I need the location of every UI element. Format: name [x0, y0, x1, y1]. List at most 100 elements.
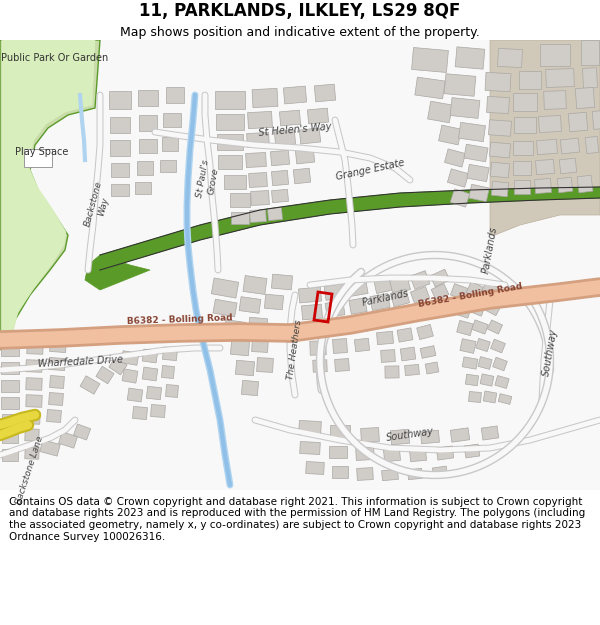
Text: Backstone
Way: Backstone Way	[83, 180, 113, 230]
Polygon shape	[133, 406, 148, 419]
Polygon shape	[421, 430, 439, 444]
Polygon shape	[535, 179, 551, 194]
Polygon shape	[73, 424, 91, 440]
Text: St Paul's
Grove: St Paul's Grove	[195, 159, 221, 201]
Polygon shape	[301, 304, 323, 320]
Polygon shape	[361, 428, 379, 442]
Polygon shape	[307, 108, 329, 124]
Polygon shape	[235, 360, 254, 376]
Polygon shape	[213, 299, 237, 317]
Polygon shape	[250, 209, 266, 222]
Text: The Heathers: The Heathers	[286, 319, 304, 381]
Text: Southway: Southway	[385, 427, 434, 443]
Polygon shape	[313, 360, 327, 372]
Polygon shape	[268, 208, 283, 221]
Polygon shape	[293, 168, 311, 184]
Polygon shape	[487, 320, 503, 334]
Polygon shape	[271, 274, 293, 290]
Polygon shape	[348, 279, 368, 296]
Polygon shape	[127, 388, 143, 402]
Polygon shape	[413, 304, 431, 320]
Polygon shape	[425, 362, 439, 374]
Polygon shape	[382, 469, 398, 481]
Polygon shape	[490, 40, 600, 235]
Polygon shape	[488, 120, 511, 136]
Polygon shape	[410, 448, 427, 462]
Polygon shape	[335, 359, 349, 371]
Polygon shape	[215, 91, 245, 109]
Polygon shape	[142, 349, 158, 363]
Polygon shape	[397, 328, 413, 342]
Polygon shape	[467, 164, 489, 182]
Polygon shape	[2, 40, 95, 345]
Text: Wharfedale Drive: Wharfedale Drive	[37, 355, 123, 369]
Polygon shape	[265, 294, 284, 310]
Polygon shape	[26, 395, 42, 408]
Polygon shape	[299, 128, 320, 144]
Polygon shape	[299, 441, 320, 454]
Polygon shape	[166, 384, 178, 398]
Polygon shape	[460, 339, 476, 353]
Text: 11, PARKLANDS, ILKLEY, LS29 8QF: 11, PARKLANDS, ILKLEY, LS29 8QF	[139, 2, 461, 20]
Polygon shape	[393, 309, 411, 324]
Polygon shape	[247, 132, 269, 148]
Polygon shape	[450, 98, 480, 118]
Polygon shape	[2, 431, 18, 443]
Polygon shape	[452, 302, 472, 318]
Text: Backstone Lane: Backstone Lane	[14, 434, 46, 506]
Polygon shape	[146, 386, 161, 400]
Polygon shape	[450, 189, 470, 207]
Polygon shape	[466, 282, 484, 298]
Polygon shape	[514, 180, 530, 194]
Polygon shape	[50, 376, 64, 389]
Polygon shape	[49, 357, 65, 371]
Polygon shape	[349, 298, 367, 314]
Polygon shape	[211, 278, 239, 298]
Polygon shape	[559, 158, 577, 174]
Polygon shape	[439, 125, 461, 145]
Polygon shape	[490, 142, 511, 158]
Polygon shape	[111, 184, 129, 196]
Polygon shape	[451, 284, 470, 301]
Polygon shape	[26, 360, 42, 372]
Polygon shape	[416, 324, 433, 339]
Polygon shape	[47, 409, 61, 422]
Polygon shape	[495, 376, 509, 389]
Polygon shape	[513, 93, 537, 111]
Polygon shape	[436, 446, 454, 460]
Polygon shape	[420, 346, 436, 358]
Polygon shape	[1, 397, 19, 409]
Polygon shape	[121, 351, 139, 365]
Polygon shape	[385, 366, 399, 378]
Polygon shape	[469, 184, 489, 202]
Polygon shape	[480, 374, 494, 386]
Polygon shape	[305, 322, 325, 338]
Polygon shape	[466, 374, 479, 386]
Polygon shape	[151, 404, 166, 418]
Polygon shape	[25, 447, 39, 459]
Polygon shape	[239, 297, 261, 313]
Polygon shape	[481, 281, 499, 299]
Polygon shape	[352, 317, 368, 333]
Polygon shape	[428, 101, 452, 122]
Polygon shape	[283, 86, 307, 104]
Polygon shape	[142, 367, 158, 381]
Polygon shape	[257, 357, 274, 372]
Polygon shape	[497, 48, 523, 68]
Polygon shape	[271, 150, 290, 166]
Text: Public Park Or Garden: Public Park Or Garden	[1, 53, 109, 63]
Polygon shape	[404, 364, 419, 376]
Polygon shape	[545, 69, 574, 88]
Text: Southway: Southway	[541, 328, 559, 377]
Text: Contains OS data © Crown copyright and database right 2021. This information is : Contains OS data © Crown copyright and d…	[9, 497, 585, 541]
Polygon shape	[96, 366, 114, 384]
Polygon shape	[400, 347, 416, 361]
Polygon shape	[110, 140, 130, 156]
Polygon shape	[481, 426, 499, 440]
Polygon shape	[485, 72, 511, 92]
Polygon shape	[138, 90, 158, 106]
Polygon shape	[25, 429, 39, 441]
Polygon shape	[243, 276, 267, 294]
Polygon shape	[391, 289, 410, 307]
Polygon shape	[1, 380, 19, 392]
